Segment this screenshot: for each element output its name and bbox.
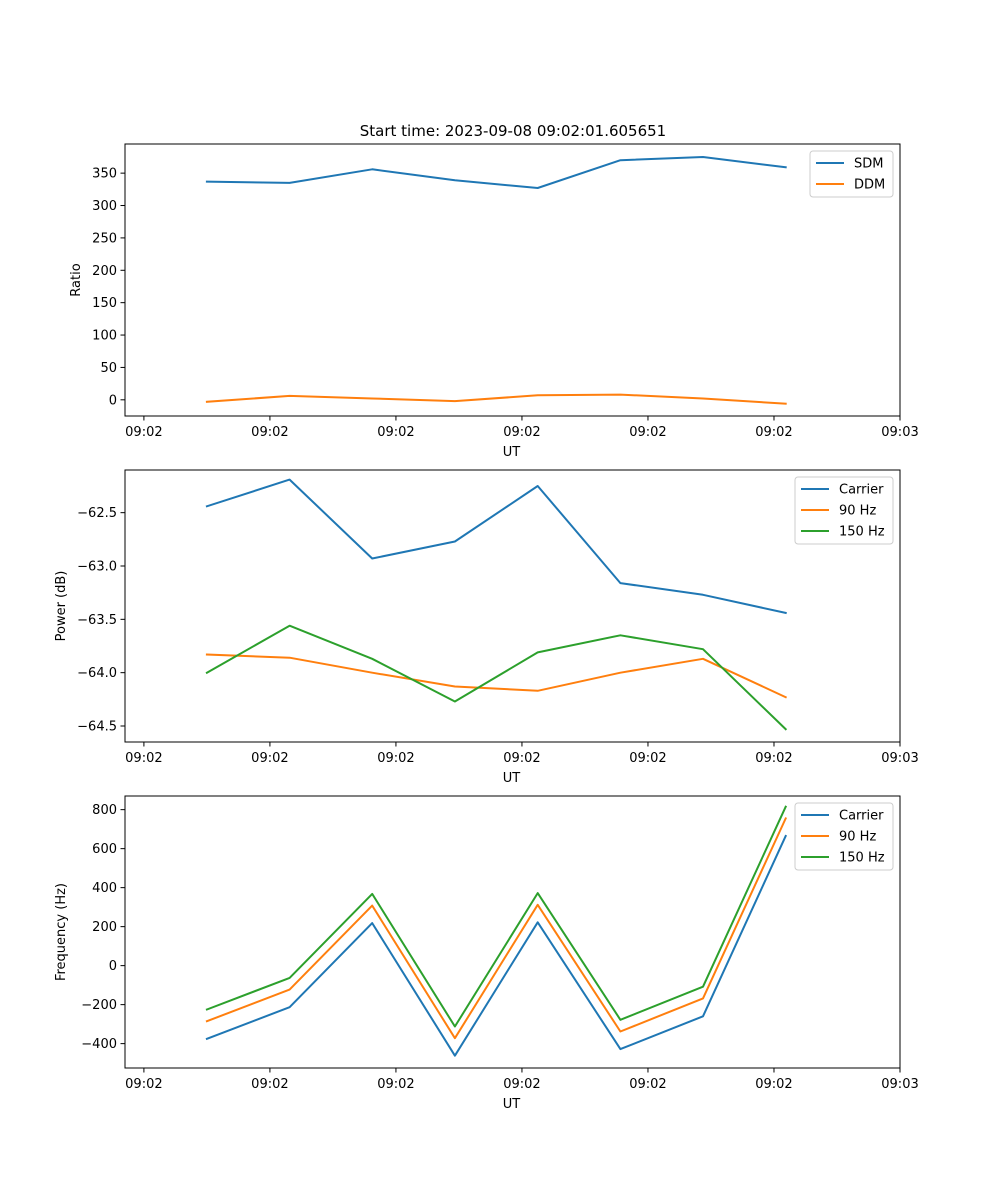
x-tick-label: 09:02 xyxy=(755,751,792,766)
y-tick-label: 0 xyxy=(109,959,117,974)
legend-label: 150 Hz xyxy=(839,525,885,540)
y-tick-label: −400 xyxy=(81,1037,117,1052)
series-line-150-hz xyxy=(205,805,788,1028)
x-tick-label: 09:02 xyxy=(251,1077,288,1092)
x-tick-label: 09:02 xyxy=(251,425,288,440)
x-tick-label: 09:02 xyxy=(503,1077,540,1092)
series-line-ddm xyxy=(205,393,787,405)
series-line-carrier xyxy=(205,834,788,1057)
x-axis-label: UT xyxy=(503,445,521,460)
axes-frame xyxy=(124,795,901,1069)
y-tick-label: −63.0 xyxy=(77,560,117,575)
series-line-carrier xyxy=(205,478,787,615)
y-axis-label: Frequency (Hz) xyxy=(54,883,69,981)
legend-label: 90 Hz xyxy=(839,504,876,519)
x-tick-label: 09:02 xyxy=(629,1077,666,1092)
x-tick-label: 09:02 xyxy=(125,751,162,766)
y-tick-label: 150 xyxy=(92,296,117,311)
legend: SDM DDM xyxy=(809,150,894,198)
chart-panel-1: 09:02 09:02 09:02 09:02 09:02 09:02 09:03 0 50 10… xyxy=(69,143,919,460)
y-tick-label: 250 xyxy=(92,231,117,246)
y-tick-label: 300 xyxy=(92,199,117,214)
series-line-sdm xyxy=(205,156,787,189)
y-axis-label: Ratio xyxy=(69,263,84,296)
y-tick-label: −64.5 xyxy=(77,720,117,735)
y-tick-label: 100 xyxy=(92,329,117,344)
x-tick-label: 09:02 xyxy=(503,425,540,440)
chart-panel-2: 09:02 09:02 09:02 09:02 09:02 09:02 09:03 −64.5… xyxy=(54,469,919,786)
y-tick-label: −200 xyxy=(81,998,117,1013)
y-axis-label: Power (dB) xyxy=(54,571,69,642)
legend-label: DDM xyxy=(854,178,885,193)
x-tick-label: 09:02 xyxy=(125,1077,162,1092)
x-axis-label: UT xyxy=(503,1097,521,1112)
legend: Carrier 90 Hz 150 Hz xyxy=(794,802,894,871)
legend-label: 150 Hz xyxy=(839,851,885,866)
x-tick-label: 09:02 xyxy=(629,425,666,440)
x-axis-label: UT xyxy=(503,771,521,786)
y-tick-label: 0 xyxy=(109,393,117,408)
legend: Carrier 90 Hz 150 Hz xyxy=(794,476,894,545)
legend-label: SDM xyxy=(854,157,883,172)
x-tick-label: 09:02 xyxy=(377,1077,414,1092)
y-tick-label: 600 xyxy=(92,842,117,857)
legend-frame xyxy=(794,802,894,871)
x-tick-label: 09:02 xyxy=(755,425,792,440)
chart-panel-3: 09:02 09:02 09:02 09:02 09:02 09:02 09:03 −400 −… xyxy=(54,795,919,1112)
series-line-150-hz xyxy=(205,624,788,731)
x-tick-label: 09:03 xyxy=(881,751,918,766)
legend-label: Carrier xyxy=(839,809,884,824)
x-tick-label: 09:02 xyxy=(503,751,540,766)
y-tick-label: 50 xyxy=(100,361,117,376)
x-tick-label: 09:03 xyxy=(881,1077,918,1092)
axes-frame xyxy=(124,143,901,417)
legend-label: 90 Hz xyxy=(839,830,876,845)
x-tick-label: 09:02 xyxy=(755,1077,792,1092)
y-tick-label: 800 xyxy=(92,803,117,818)
series-line-90-hz xyxy=(205,817,788,1040)
series-line-90-hz xyxy=(205,653,788,699)
x-tick-label: 09:02 xyxy=(125,425,162,440)
x-tick-label: 09:03 xyxy=(881,425,918,440)
axes-frame xyxy=(124,469,901,743)
legend-frame xyxy=(794,476,894,545)
y-tick-label: 400 xyxy=(92,881,117,896)
y-tick-label: 350 xyxy=(92,167,117,182)
y-tick-label: −62.5 xyxy=(77,506,117,521)
y-tick-label: 200 xyxy=(92,920,117,935)
x-tick-label: 09:02 xyxy=(377,751,414,766)
y-tick-label: 200 xyxy=(92,264,117,279)
chart-title: Start time: 2023-09-08 09:02:01.605651 xyxy=(360,122,666,140)
x-tick-label: 09:02 xyxy=(377,425,414,440)
y-tick-label: −64.0 xyxy=(77,666,117,681)
legend-label: Carrier xyxy=(839,483,884,498)
y-tick-label: −63.5 xyxy=(77,613,117,628)
x-tick-label: 09:02 xyxy=(629,751,666,766)
x-tick-label: 09:02 xyxy=(251,751,288,766)
